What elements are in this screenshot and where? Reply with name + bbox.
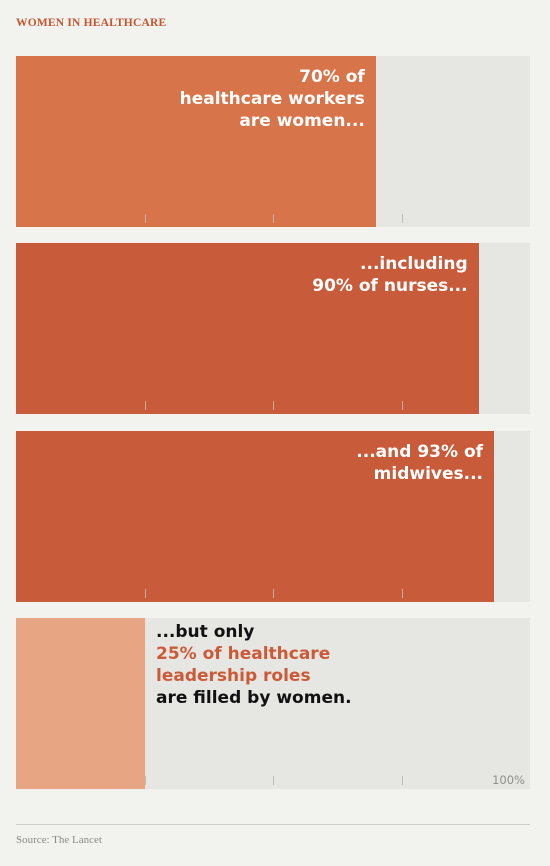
bar-panel-nurses: ...including 90% of nurses...: [16, 243, 530, 414]
bar-fill: [16, 618, 145, 789]
axis-tick-50: [273, 214, 274, 223]
axis-tick-50: [273, 589, 274, 598]
axis-tick-50: [273, 776, 274, 785]
footer-rule: [16, 824, 530, 825]
axis-tick-75: [401, 776, 403, 785]
bar-fill: [16, 243, 479, 414]
axis-tick-75: [401, 401, 403, 410]
bar-label: ...and 93% of midwives...: [356, 442, 484, 484]
bar-label-intro: ...but only: [156, 622, 255, 642]
bar-label: 70% of healthcare workers are women...: [179, 67, 365, 131]
bar-label: ...including 90% of nurses...: [312, 254, 468, 296]
axis-tick-25: [144, 589, 146, 598]
axis-tick-75: [401, 589, 403, 598]
source-note: Source: The Lancet: [16, 834, 102, 846]
bar-fill: [16, 431, 495, 602]
axis-tick-25: [144, 401, 146, 410]
bar-label-highlight: 25% of healthcare leadership roles: [156, 644, 331, 686]
bar-panel-midwives: ...and 93% of midwives...: [16, 431, 530, 602]
bar-label: ...but only 25% of healthcare leadership…: [156, 621, 352, 709]
axis-tick-75: [401, 214, 403, 223]
axis-tick-25: [144, 214, 146, 223]
bar-panel-leadership: ...but only 25% of healthcare leadership…: [16, 618, 530, 789]
bar-fill: [16, 56, 376, 227]
bar-label-outro: are filled by women.: [156, 688, 352, 708]
axis-tick-50: [273, 401, 274, 410]
axis-end-label: 100%: [492, 773, 525, 787]
bar-panel-healthcare-workers: 70% of healthcare workers are women...: [16, 56, 530, 227]
axis-tick-25: [144, 776, 146, 785]
chart-title: WOMEN IN HEALTHCARE: [16, 17, 167, 29]
